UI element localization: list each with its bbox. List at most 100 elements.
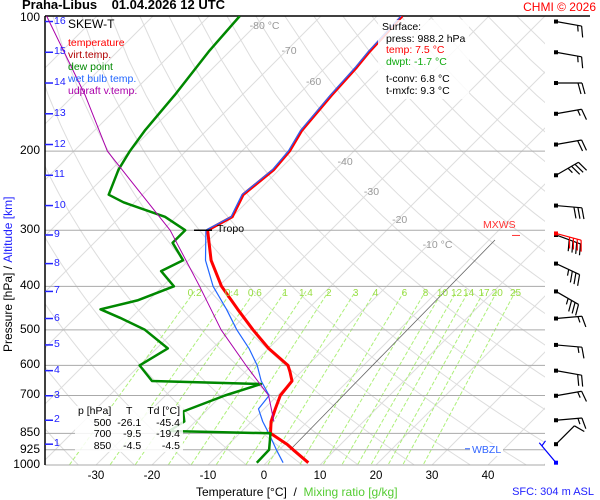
barb-feather — [577, 82, 582, 95]
profiles — [46, 16, 404, 464]
x-label-sep: / — [293, 485, 297, 499]
dry-adiabat-line — [139, 16, 545, 444]
isotherm-line — [431, 351, 545, 465]
altitude-tick-label: 3 — [54, 388, 60, 401]
dry-adiabat-line — [81, 16, 472, 465]
surface-wind-barb — [538, 440, 558, 465]
barb-half-feather — [577, 346, 580, 354]
altitude-tick-label: 16 — [54, 14, 66, 27]
mixing-ratio-label: 0.2 — [187, 288, 202, 299]
cell: -26.1 — [117, 416, 142, 429]
table-header: p [hPa] T Td [°C] — [75, 405, 183, 418]
surface-title: Surface: — [382, 21, 422, 33]
barb-feather — [578, 243, 582, 256]
surface-temp: temp: 7.5 °C — [386, 44, 445, 56]
level-table: p [hPa] T Td [°C] 500 -26.1 -45.4 700 -9.5-… — [75, 405, 184, 453]
legend-virt-temp: virt.temp. — [68, 49, 112, 61]
wind-barb — [554, 368, 584, 387]
barb-feather — [573, 272, 577, 285]
cell: -4.5 — [161, 439, 181, 452]
mixing-ratio-line — [215, 290, 330, 465]
pressure-tick-label: 600 — [19, 357, 40, 372]
barb-staff — [555, 51, 582, 58]
isotherm-line — [45, 16, 154, 125]
pressure-tick-label: 100 — [19, 10, 40, 24]
temperature-tick-label: -30 — [87, 470, 105, 482]
pressure-tick-label: 925 — [19, 441, 40, 456]
cell: -4.5 — [123, 439, 142, 452]
dry-adiabat-line — [226, 16, 545, 346]
col-dewpoint: Td [°C] — [147, 405, 181, 417]
barb-staff — [555, 417, 582, 421]
barb-half-feather — [577, 391, 581, 398]
altitude-tick-label: 11 — [54, 168, 65, 181]
mixing-ratio-label: 17 — [478, 288, 490, 299]
dry-adiabat-line — [255, 16, 545, 315]
pressure-tick-label: 500 — [19, 321, 40, 336]
isotherm-label: -60 — [306, 75, 322, 88]
surface-info: Surface: press: 988.2 hPa temp: 7.5 °C d… — [378, 20, 470, 99]
wind-barb — [554, 108, 588, 120]
cell: 500 — [93, 416, 112, 429]
mixing-ratio-label: 6 — [401, 288, 408, 299]
cell: 700 — [93, 428, 112, 440]
mixing-ratio-label: 1 — [282, 288, 288, 299]
cell: -45.4 — [156, 416, 181, 429]
max-wind-barb — [554, 231, 582, 252]
y-label-sep: / — [1, 265, 15, 270]
barb-feather — [581, 417, 587, 429]
temperature-tick-label: -10 — [199, 470, 217, 482]
barb-feather — [571, 302, 576, 314]
legend-dew-point: dew point — [68, 61, 113, 73]
isotherm-line — [319, 239, 545, 465]
legend-updraft: udpraft v.temp. — [68, 85, 138, 97]
barb-staff — [555, 263, 580, 276]
isotherm-label: -40 — [337, 156, 353, 169]
cell: -19.4 — [156, 428, 181, 440]
table-row: 850 -4.5 -4.5 — [75, 439, 183, 453]
altitude-tick-label: 5 — [54, 337, 60, 350]
x-label-mixing: Mixing ratio [g/kg] — [303, 485, 398, 499]
barb-feather — [578, 161, 588, 171]
wind-barb — [554, 81, 586, 95]
temperature-tick-label: 0 — [260, 470, 268, 482]
wind-barb — [554, 161, 588, 178]
temperature-tick-label: 10 — [313, 470, 327, 482]
wind-barb — [554, 289, 580, 316]
convective-temp: t-conv: 6.8 °C — [386, 73, 450, 85]
altitude-tick-label: 1 — [54, 437, 60, 450]
mixing-ratio-label: 20 — [491, 288, 503, 299]
barb-feather — [581, 109, 588, 120]
tropopause-label: Tropo — [217, 223, 245, 235]
dry-adiabat-line — [45, 236, 248, 465]
dry-adiabat-line — [284, 16, 545, 283]
dry-adiabat-line — [110, 16, 528, 465]
barb-staff — [555, 20, 582, 27]
barb-feather — [581, 347, 585, 359]
mixing-ratio-label: 8 — [422, 288, 429, 299]
isotherm-line — [95, 16, 545, 465]
barb-feather — [577, 274, 581, 286]
wind-barb — [554, 315, 587, 328]
barb-feather — [577, 140, 584, 152]
table-row: 500 -26.1 -45.4 — [75, 416, 183, 430]
mixing-ratio-label: 2 — [325, 288, 332, 299]
altitude-tick-label: 7 — [54, 284, 60, 297]
barb-feather — [581, 375, 584, 387]
barb-feather — [575, 242, 578, 254]
dry-adiabat-line — [342, 16, 545, 222]
barb-staff — [555, 234, 581, 245]
barb-feather — [571, 241, 574, 253]
altitude-tick-label: 8 — [54, 256, 60, 269]
barb-staff — [555, 425, 575, 445]
mixing-ratio-line — [341, 290, 443, 465]
barb-half-feather — [541, 440, 546, 447]
barb-feather — [574, 163, 584, 173]
mixing-ratio-line — [245, 290, 357, 465]
reference-line — [289, 239, 496, 451]
barb-feather — [573, 207, 577, 219]
wind-barb — [554, 203, 585, 220]
barb-feather — [581, 25, 584, 38]
barb-half-feather — [577, 418, 581, 425]
